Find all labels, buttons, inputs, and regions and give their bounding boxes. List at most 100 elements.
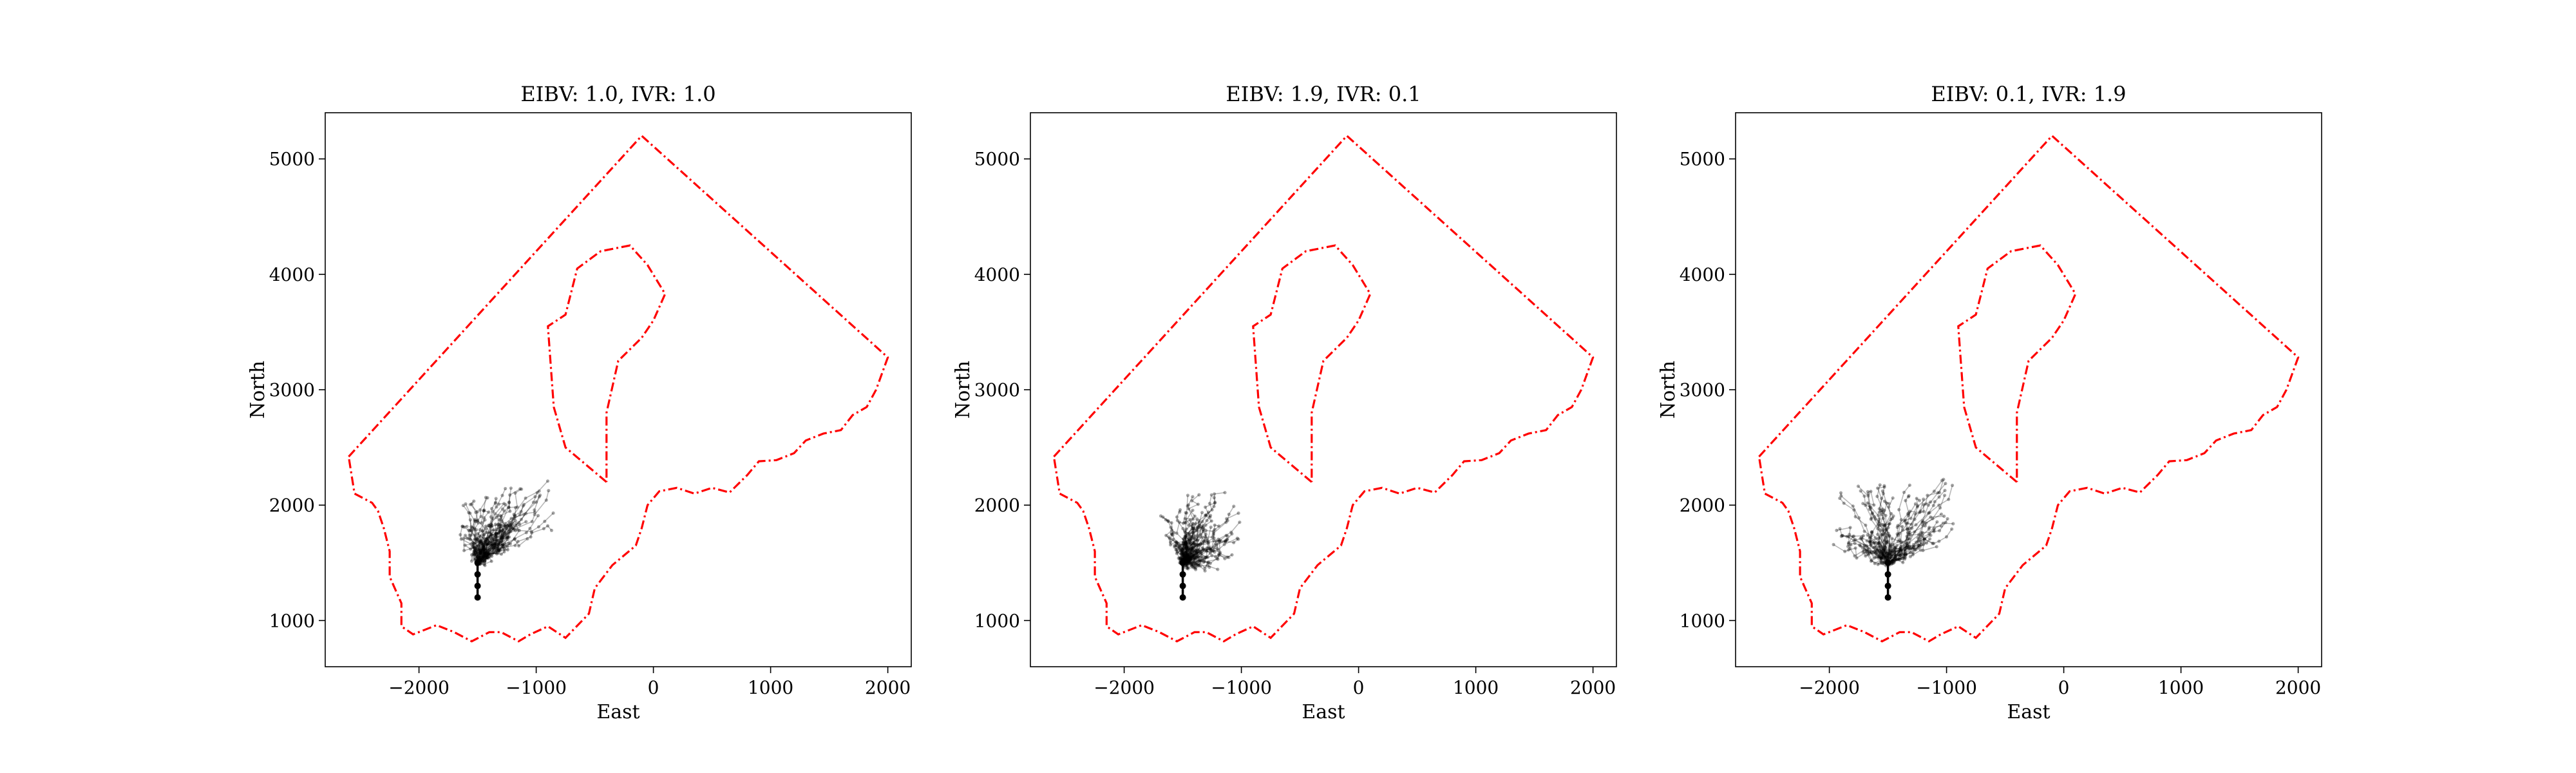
path-line	[477, 512, 554, 564]
path-point	[1944, 482, 1947, 486]
path-point	[1195, 560, 1198, 564]
path-line	[1888, 521, 1938, 564]
path-point	[1873, 536, 1877, 540]
path-point	[471, 541, 475, 545]
path-point	[1213, 555, 1217, 558]
path-point	[1181, 540, 1185, 545]
path-point	[1224, 533, 1228, 537]
path-point	[465, 524, 469, 528]
path-point	[468, 529, 472, 533]
path-point	[1848, 526, 1852, 530]
path-point	[493, 512, 497, 516]
path-point	[1926, 503, 1930, 507]
path-point	[1887, 548, 1891, 552]
path-point	[1192, 565, 1197, 569]
path-point	[499, 540, 503, 544]
path-point	[1197, 493, 1201, 497]
path-point	[467, 537, 471, 540]
path-point	[1895, 525, 1899, 530]
path-point	[1178, 546, 1182, 549]
path-point	[1892, 546, 1896, 549]
path-point	[1216, 557, 1220, 561]
path-point	[1864, 548, 1868, 553]
path-point	[499, 552, 504, 556]
path-point	[513, 529, 518, 533]
path-point	[503, 542, 507, 546]
path-point	[1217, 552, 1221, 556]
path-point	[491, 517, 495, 520]
path-point	[1186, 554, 1189, 558]
path-point	[1191, 554, 1195, 558]
path-point	[1881, 548, 1886, 552]
path-point	[1186, 562, 1190, 566]
path-point	[485, 553, 489, 557]
path-point	[1880, 556, 1884, 560]
path-point	[1209, 548, 1213, 552]
path-point	[1879, 560, 1883, 564]
path-point	[1903, 549, 1907, 553]
path-point	[1206, 542, 1211, 546]
path-point	[1868, 540, 1872, 545]
path-point	[1180, 548, 1184, 551]
path-point	[1932, 490, 1936, 493]
path-point	[1186, 557, 1190, 561]
path-point	[1880, 556, 1884, 560]
path-point	[1898, 557, 1902, 562]
path-point	[1842, 501, 1846, 505]
path-line	[1887, 485, 1953, 564]
path-point	[1198, 564, 1202, 568]
path-point	[501, 533, 505, 537]
path-point	[1916, 504, 1920, 508]
path-point	[478, 548, 482, 552]
path-point	[468, 518, 472, 522]
path-point	[1903, 548, 1907, 551]
path-point	[1879, 528, 1882, 532]
path-point	[1205, 549, 1209, 553]
y-tick-label: 2000	[1680, 495, 1725, 516]
path-point	[1871, 541, 1875, 545]
path-point	[1195, 542, 1199, 546]
path-point	[1193, 550, 1197, 554]
path-point	[1197, 563, 1201, 568]
path-line	[477, 488, 506, 564]
path-point	[1226, 534, 1229, 539]
path-point	[1191, 524, 1195, 529]
axes-frame	[1030, 112, 1617, 667]
path-point	[513, 514, 516, 518]
path-point	[1222, 542, 1226, 546]
path-point	[499, 543, 503, 547]
path-point	[1189, 552, 1193, 556]
path-point	[1888, 534, 1891, 539]
path-point	[483, 548, 487, 552]
path-line	[477, 515, 539, 564]
path-point	[1217, 548, 1220, 552]
path-point	[1881, 562, 1886, 566]
path-line	[471, 519, 482, 564]
path-point	[1885, 534, 1889, 538]
path-point	[511, 521, 515, 525]
path-point	[1899, 540, 1902, 544]
path-point	[1899, 549, 1904, 553]
path-point	[1190, 536, 1194, 540]
path-point	[1882, 485, 1886, 489]
path-point	[1186, 555, 1190, 559]
path-point	[1198, 549, 1202, 553]
path-point	[1886, 531, 1890, 535]
path-point	[1184, 546, 1188, 551]
path-point	[517, 544, 521, 548]
path-point	[481, 529, 485, 533]
path-point	[1186, 553, 1190, 557]
path-point	[1211, 548, 1215, 552]
path-point	[1893, 551, 1897, 555]
path-point	[1870, 516, 1873, 520]
path-point	[1217, 540, 1221, 544]
path-point	[484, 554, 488, 558]
path-point	[1193, 535, 1197, 539]
path-line	[477, 532, 511, 564]
path-point	[1877, 551, 1880, 555]
path-line	[477, 537, 509, 565]
path-point	[1900, 548, 1904, 552]
path-point	[1891, 549, 1895, 553]
path-line	[1887, 483, 1946, 564]
path-point	[1917, 546, 1920, 550]
